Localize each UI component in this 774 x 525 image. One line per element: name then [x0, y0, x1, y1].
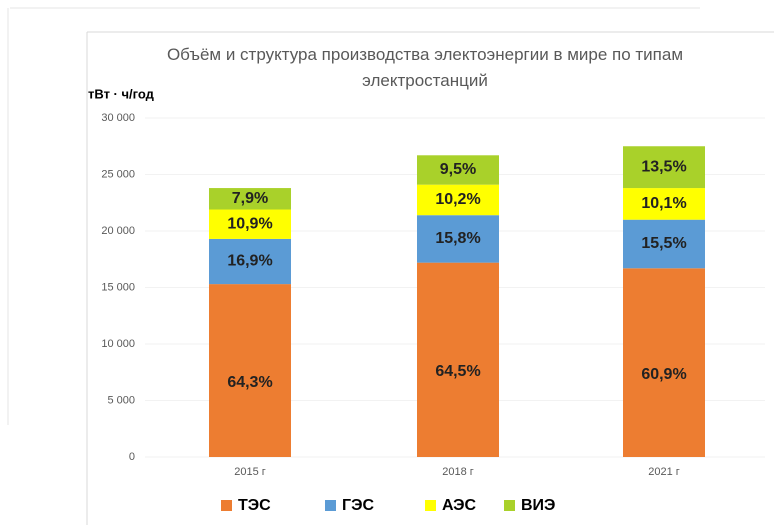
- y-tick-label: 0: [129, 451, 135, 463]
- legend-swatch: [325, 500, 336, 511]
- y-tick-label: 25 000: [101, 168, 135, 180]
- bar-segment: [417, 215, 499, 263]
- data-label: 10,9%: [227, 215, 272, 232]
- bar-segment: [417, 155, 499, 185]
- legend-swatch: [221, 500, 232, 511]
- bar-segment: [417, 184, 499, 216]
- bar-segment: [209, 284, 291, 457]
- data-label: 60,9%: [641, 366, 686, 383]
- legend-label: ВИЭ: [521, 497, 555, 514]
- y-tick-label: 5 000: [107, 394, 135, 406]
- legend-label: ГЭС: [342, 497, 374, 514]
- bar-segment: [623, 268, 705, 457]
- legend-label: АЭС: [442, 497, 477, 514]
- data-label: 9,5%: [440, 161, 476, 178]
- data-label: 15,5%: [641, 235, 686, 252]
- y-axis-label: тВт · ч/год: [88, 86, 155, 101]
- data-label: 15,8%: [435, 230, 480, 247]
- data-label: 64,3%: [227, 374, 272, 391]
- x-tick-label: 2021 г: [648, 466, 680, 478]
- bar-segment: [417, 262, 499, 457]
- bar-segment: [209, 238, 291, 285]
- data-label: 10,2%: [435, 191, 480, 208]
- bar-segment: [209, 209, 291, 239]
- y-tick-label: 10 000: [101, 338, 135, 350]
- data-label: 10,1%: [641, 195, 686, 212]
- legend-swatch: [425, 500, 436, 511]
- data-label: 7,9%: [232, 190, 268, 207]
- data-label: 13,5%: [641, 158, 686, 175]
- bar-segment: [623, 219, 705, 269]
- data-label: 16,9%: [227, 253, 272, 270]
- legend-swatch: [504, 500, 515, 511]
- legend-label: ТЭС: [238, 497, 271, 514]
- y-tick-label: 20 000: [101, 225, 135, 237]
- bar-segment: [209, 188, 291, 210]
- y-tick-label: 15 000: [101, 281, 135, 293]
- bar-segment: [623, 146, 705, 189]
- y-tick-label: 30 000: [101, 112, 135, 124]
- x-tick-label: 2015 г: [234, 466, 266, 478]
- chart-title: Объём и структура производства электоэне…: [166, 45, 684, 90]
- data-label: 64,5%: [435, 363, 480, 380]
- x-tick-label: 2018 г: [442, 466, 474, 478]
- bar-segment: [623, 188, 705, 220]
